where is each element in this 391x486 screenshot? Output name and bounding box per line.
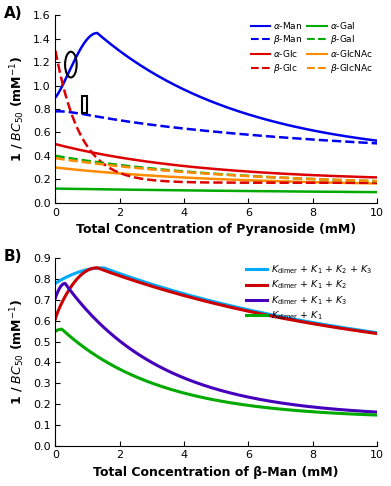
$\mathit{K}_{\rm dimer}$ + $\mathit{K}_1$ + $\mathit{K}_2$ + $\mathit{K}_3$ [53,280,58,286]
$\mathit{K}_{\rm dimer}$ + $\mathit{K}_1$ [90,350,95,356]
Line: $\mathit{K}_{\rm dimer}$ + $\mathit{K}_1$: $\mathit{K}_{\rm dimer}$ + $\mathit{K}_1… [56,329,377,415]
$\mathit{K}_{\rm dimer}$ + $\mathit{K}_1$ [334,410,339,416]
$\mathit{K}_{\rm dimer}$ + $\mathit{K}_1$ + $\mathit{K}_2$ + $\mathit{K}_3$ [90,266,95,272]
$\mathit{K}_{\rm dimer}$ + $\mathit{K}_1$ [59,326,64,332]
Line: $\mathit{K}_{\rm dimer}$ + $\mathit{K}_1$ + $\mathit{K}_2$: $\mathit{K}_{\rm dimer}$ + $\mathit{K}_1… [56,268,377,333]
$\mathit{K}_{\rm dimer}$ + $\mathit{K}_1$ [53,329,58,334]
$\mathit{K}_{\rm dimer}$ + $\mathit{K}_1$ + $\mathit{K}_2$ + $\mathit{K}_3$ [101,265,106,271]
$\mathit{K}_{\rm dimer}$ + $\mathit{K}_1$ + $\mathit{K}_3$ [375,409,379,415]
Y-axis label: 1 / $BC_{50}$ (mM$^{-1}$): 1 / $BC_{50}$ (mM$^{-1}$) [9,299,27,405]
$\mathit{K}_{\rm dimer}$ + $\mathit{K}_1$ + $\mathit{K}_2$ + $\mathit{K}_3$ [334,324,339,330]
$\mathit{K}_{\rm dimer}$ + $\mathit{K}_1$ + $\mathit{K}_3$ [334,406,339,412]
$\mathit{K}_{\rm dimer}$ + $\mathit{K}_1$ [109,362,114,368]
$\mathit{K}_{\rm dimer}$ + $\mathit{K}_1$ + $\mathit{K}_2$ [177,291,181,297]
Legend: $\alpha$-Man, $\beta$-Man, $\alpha$-Glc, $\beta$-Glc, $\alpha$-Gal, $\beta$-Gal,: $\alpha$-Man, $\beta$-Man, $\alpha$-Glc,… [247,17,376,78]
Line: $\mathit{K}_{\rm dimer}$ + $\mathit{K}_1$ + $\mathit{K}_2$ + $\mathit{K}_3$: $\mathit{K}_{\rm dimer}$ + $\mathit{K}_1… [56,268,377,333]
$\mathit{K}_{\rm dimer}$ + $\mathit{K}_1$ [368,412,373,418]
Bar [82,96,87,113]
$\mathit{K}_{\rm dimer}$ + $\mathit{K}_1$ + $\mathit{K}_2$ [368,330,373,336]
$\mathit{K}_{\rm dimer}$ + $\mathit{K}_1$ [375,412,379,418]
$\mathit{K}_{\rm dimer}$ + $\mathit{K}_1$ + $\mathit{K}_2$ [375,330,379,336]
$\mathit{K}_{\rm dimer}$ + $\mathit{K}_1$ + $\mathit{K}_3$ [177,373,181,379]
$\mathit{K}_{\rm dimer}$ + $\mathit{K}_1$ + $\mathit{K}_3$ [53,295,58,301]
$\mathit{K}_{\rm dimer}$ + $\mathit{K}_1$ + $\mathit{K}_3$ [63,280,67,286]
$\mathit{K}_{\rm dimer}$ + $\mathit{K}_1$ + $\mathit{K}_2$ [190,295,195,301]
Y-axis label: 1 / $BC_{50}$ (mM$^{-1}$): 1 / $BC_{50}$ (mM$^{-1}$) [9,56,27,162]
$\mathit{K}_{\rm dimer}$ + $\mathit{K}_1$ + $\mathit{K}_2$ + $\mathit{K}_3$ [190,293,195,299]
$\mathit{K}_{\rm dimer}$ + $\mathit{K}_1$ + $\mathit{K}_3$ [90,313,95,319]
Text: A): A) [4,6,23,21]
$\mathit{K}_{\rm dimer}$ + $\mathit{K}_1$ + $\mathit{K}_2$ + $\mathit{K}_3$ [177,290,181,295]
$\mathit{K}_{\rm dimer}$ + $\mathit{K}_1$ + $\mathit{K}_3$ [109,331,114,337]
$\mathit{K}_{\rm dimer}$ + $\mathit{K}_1$ + $\mathit{K}_3$ [190,379,195,384]
$\mathit{K}_{\rm dimer}$ + $\mathit{K}_1$ + $\mathit{K}_2$ + $\mathit{K}_3$ [368,329,373,335]
$\mathit{K}_{\rm dimer}$ + $\mathit{K}_1$ + $\mathit{K}_3$ [368,409,373,415]
Legend: $\mathit{K}_{\rm dimer}$ + $\mathit{K}_1$ + $\mathit{K}_2$ + $\mathit{K}_3$, $\m: $\mathit{K}_{\rm dimer}$ + $\mathit{K}_1… [242,260,376,326]
$\mathit{K}_{\rm dimer}$ + $\mathit{K}_1$ + $\mathit{K}_2$ [109,270,114,276]
$\mathit{K}_{\rm dimer}$ + $\mathit{K}_1$ + $\mathit{K}_2$ + $\mathit{K}_3$ [375,330,379,336]
$\mathit{K}_{\rm dimer}$ + $\mathit{K}_1$ [190,392,195,398]
$\mathit{K}_{\rm dimer}$ + $\mathit{K}_1$ [177,389,181,395]
$\mathit{K}_{\rm dimer}$ + $\mathit{K}_1$ + $\mathit{K}_2$ [334,325,339,330]
Line: $\mathit{K}_{\rm dimer}$ + $\mathit{K}_1$ + $\mathit{K}_3$: $\mathit{K}_{\rm dimer}$ + $\mathit{K}_1… [56,283,377,412]
$\mathit{K}_{\rm dimer}$ + $\mathit{K}_1$ + $\mathit{K}_2$ [53,316,58,322]
Text: B): B) [4,249,22,264]
$\mathit{K}_{\rm dimer}$ + $\mathit{K}_1$ + $\mathit{K}_2$ [90,265,95,271]
$\mathit{K}_{\rm dimer}$ + $\mathit{K}_1$ + $\mathit{K}_2$ + $\mathit{K}_3$ [109,268,114,274]
X-axis label: Total Concentration of Pyranoside (mM): Total Concentration of Pyranoside (mM) [76,223,356,236]
$\mathit{K}_{\rm dimer}$ + $\mathit{K}_1$ + $\mathit{K}_2$ [95,265,100,271]
X-axis label: Total Concentration of β-Man (mM): Total Concentration of β-Man (mM) [93,466,339,479]
